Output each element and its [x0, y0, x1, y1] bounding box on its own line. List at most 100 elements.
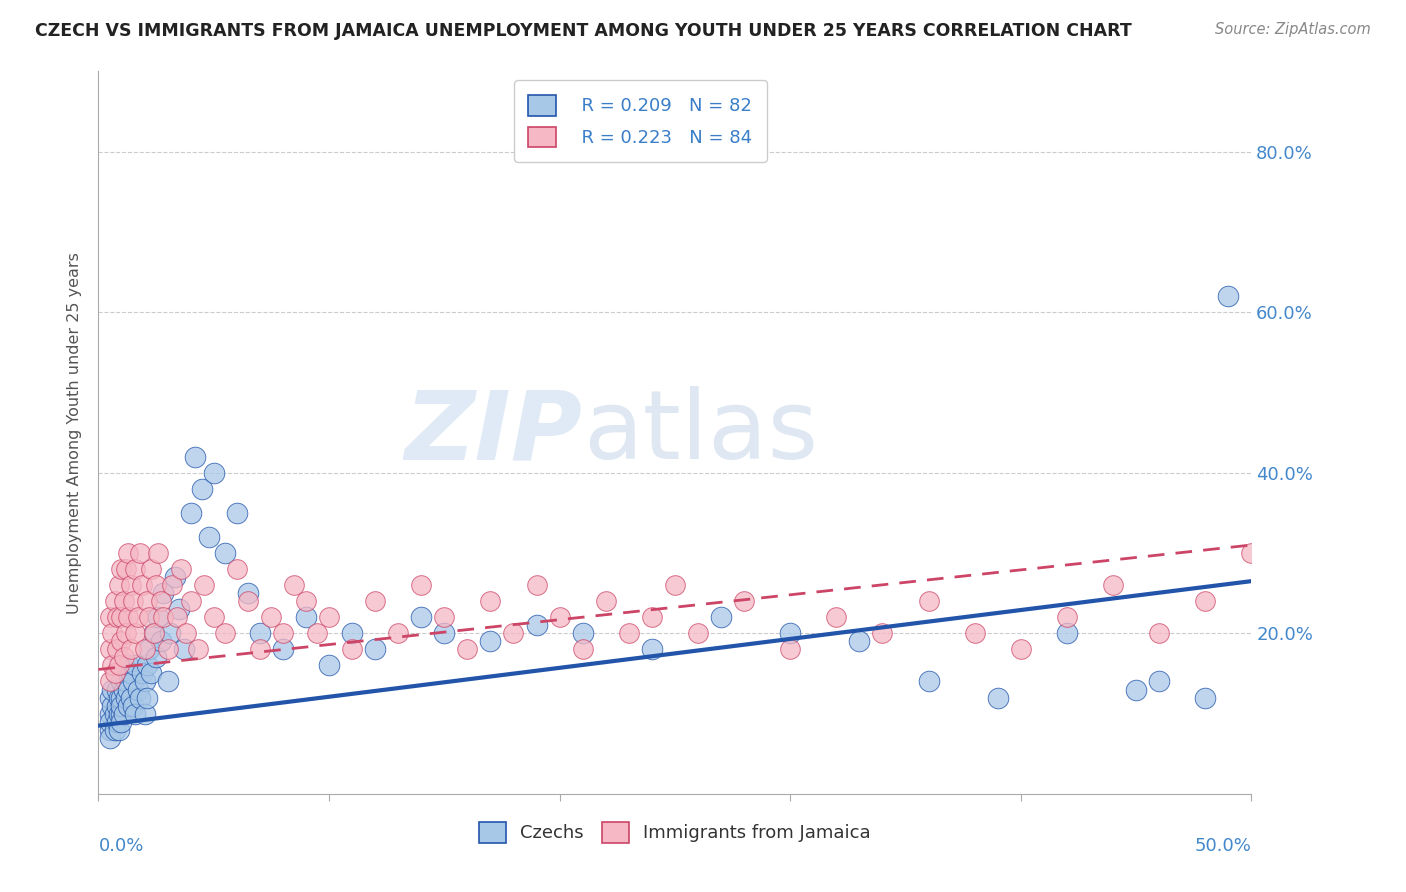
Point	[117, 682, 139, 697]
Point	[617, 626, 640, 640]
Point	[433, 626, 456, 640]
Point	[160, 578, 183, 592]
Point	[108, 690, 131, 705]
Point	[108, 578, 131, 592]
Point	[479, 594, 502, 608]
Point	[120, 666, 142, 681]
Text: ZIP: ZIP	[405, 386, 582, 479]
Point	[141, 562, 163, 576]
Point	[917, 674, 939, 689]
Point	[1147, 674, 1170, 689]
Point	[917, 594, 939, 608]
Point	[191, 482, 214, 496]
Point	[184, 450, 207, 464]
Point	[105, 642, 128, 657]
Point	[238, 594, 260, 608]
Point	[1147, 626, 1170, 640]
Point	[479, 634, 502, 648]
Point	[1125, 682, 1147, 697]
Point	[166, 610, 188, 624]
Point	[98, 723, 121, 737]
Point	[149, 634, 172, 648]
Point	[103, 723, 125, 737]
Legend: Czechs, Immigrants from Jamaica: Czechs, Immigrants from Jamaica	[471, 814, 879, 850]
Point	[122, 594, 145, 608]
Point	[131, 578, 153, 592]
Point	[129, 546, 152, 560]
Point	[124, 626, 146, 640]
Point	[127, 682, 149, 697]
Point	[159, 626, 181, 640]
Point	[187, 642, 209, 657]
Point	[127, 610, 149, 624]
Point	[249, 626, 271, 640]
Point	[283, 578, 305, 592]
Point	[152, 610, 174, 624]
Point	[173, 642, 195, 657]
Point	[571, 626, 593, 640]
Point	[318, 610, 340, 624]
Point	[122, 698, 145, 713]
Point	[134, 706, 156, 721]
Point	[101, 626, 124, 640]
Point	[115, 626, 138, 640]
Point	[134, 642, 156, 657]
Point	[502, 626, 524, 640]
Point	[202, 610, 225, 624]
Point	[101, 698, 124, 713]
Point	[987, 690, 1010, 705]
Point	[214, 626, 236, 640]
Point	[112, 682, 135, 697]
Point	[101, 658, 124, 673]
Point	[122, 674, 145, 689]
Point	[131, 666, 153, 681]
Point	[103, 666, 125, 681]
Text: 0.0%: 0.0%	[98, 838, 143, 855]
Text: CZECH VS IMMIGRANTS FROM JAMAICA UNEMPLOYMENT AMONG YOUTH UNDER 25 YEARS CORRELA: CZECH VS IMMIGRANTS FROM JAMAICA UNEMPLO…	[35, 22, 1132, 40]
Point	[848, 634, 870, 648]
Point	[152, 586, 174, 600]
Point	[129, 690, 152, 705]
Point	[411, 578, 433, 592]
Point	[1240, 546, 1263, 560]
Point	[101, 682, 124, 697]
Point	[779, 642, 801, 657]
Point	[110, 698, 132, 713]
Point	[364, 594, 387, 608]
Point	[117, 610, 139, 624]
Point	[872, 626, 894, 640]
Point	[411, 610, 433, 624]
Point	[115, 562, 138, 576]
Point	[115, 674, 138, 689]
Point	[170, 562, 193, 576]
Point	[110, 706, 132, 721]
Point	[112, 706, 135, 721]
Point	[548, 610, 571, 624]
Point	[120, 578, 142, 592]
Point	[103, 594, 125, 608]
Point	[1056, 626, 1078, 640]
Point	[180, 594, 202, 608]
Point	[141, 666, 163, 681]
Text: atlas: atlas	[582, 386, 818, 479]
Point	[163, 570, 186, 584]
Point	[117, 698, 139, 713]
Point	[193, 578, 215, 592]
Point	[117, 546, 139, 560]
Point	[571, 642, 593, 657]
Point	[145, 578, 167, 592]
Point	[110, 714, 132, 729]
Point	[98, 706, 121, 721]
Point	[135, 594, 157, 608]
Point	[138, 642, 160, 657]
Point	[105, 698, 128, 713]
Point	[98, 690, 121, 705]
Point	[364, 642, 387, 657]
Point	[340, 642, 363, 657]
Point	[98, 642, 121, 657]
Point	[112, 650, 135, 665]
Point	[1218, 289, 1240, 303]
Point	[105, 682, 128, 697]
Text: Source: ZipAtlas.com: Source: ZipAtlas.com	[1215, 22, 1371, 37]
Point	[145, 650, 167, 665]
